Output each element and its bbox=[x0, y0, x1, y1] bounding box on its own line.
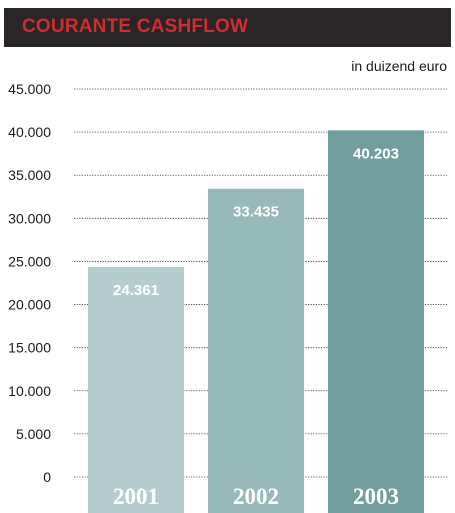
bar bbox=[208, 188, 304, 513]
x-category-label: 2003 bbox=[353, 484, 399, 509]
x-category-label: 2001 bbox=[113, 484, 159, 509]
y-tick-label: 30.000 bbox=[8, 210, 51, 226]
bar-value-label: 40.203 bbox=[353, 145, 399, 162]
bar-value-label: 33.435 bbox=[233, 204, 279, 221]
y-tick-label: 35.000 bbox=[8, 167, 51, 183]
y-tick-label: 5.000 bbox=[16, 426, 51, 442]
unit-label: in duizend euro bbox=[351, 58, 447, 74]
y-tick-label: 20.000 bbox=[8, 297, 51, 313]
y-tick-label: 15.000 bbox=[8, 340, 51, 356]
y-tick-label: 45.000 bbox=[8, 81, 51, 97]
y-tick-label: 0 bbox=[43, 469, 51, 485]
chart-title: COURANTE CASHFLOW bbox=[22, 16, 249, 37]
x-category-label: 2002 bbox=[233, 484, 279, 509]
y-tick-label: 40.000 bbox=[8, 124, 51, 140]
bar bbox=[88, 266, 184, 513]
bar bbox=[328, 130, 424, 513]
y-tick-label: 10.000 bbox=[8, 383, 51, 399]
bar-value-label: 24.361 bbox=[113, 282, 159, 299]
chart-header: COURANTE CASHFLOW bbox=[4, 8, 451, 47]
y-tick-label: 25.000 bbox=[8, 253, 51, 269]
